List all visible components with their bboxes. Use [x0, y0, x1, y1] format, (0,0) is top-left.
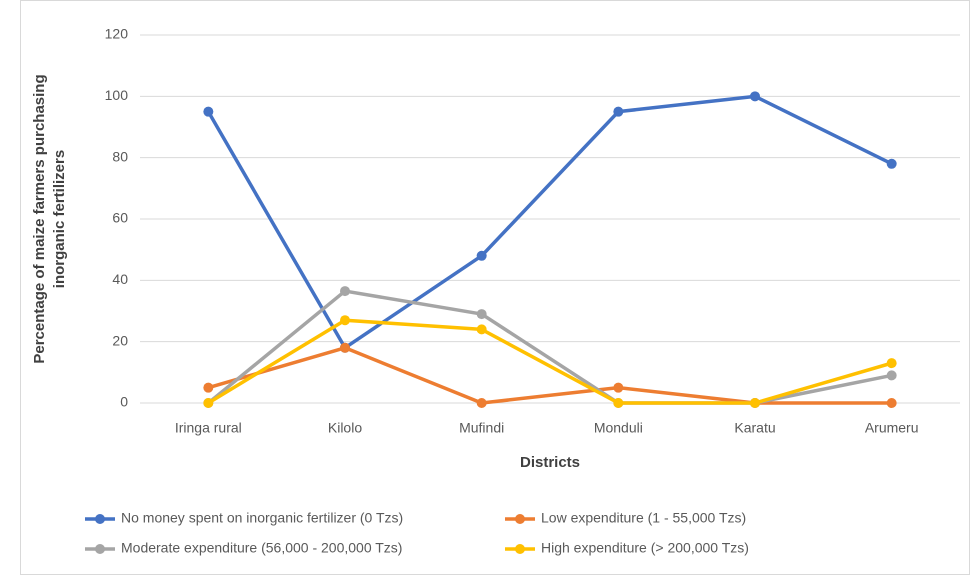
data-point — [886, 158, 897, 169]
x-axis-title: Districts — [520, 454, 580, 471]
y-tick-label: 40 — [112, 271, 128, 287]
data-point — [613, 106, 624, 117]
x-tick-label: Iringa rural — [175, 420, 242, 436]
data-point — [886, 398, 897, 408]
data-point — [476, 250, 487, 261]
x-tick-label: Kilolo — [328, 420, 362, 436]
data-point — [340, 342, 350, 353]
data-point — [476, 324, 487, 335]
data-point — [476, 309, 487, 320]
legend-label: Moderate expenditure (56,000 - 200,000 T… — [121, 540, 402, 556]
legend-swatch-marker — [515, 514, 525, 524]
data-point — [886, 358, 897, 369]
y-tick-label: 60 — [112, 210, 128, 226]
legend-swatch-marker — [95, 544, 105, 554]
series-line — [207, 318, 893, 405]
data-point — [750, 91, 760, 102]
legend-item: No money spent on inorganic fertilizer (… — [85, 510, 403, 526]
y-tick-label: 0 — [120, 394, 128, 410]
x-tick-label: Arumeru — [865, 420, 919, 436]
data-point — [203, 398, 214, 408]
y-tick-label: 100 — [105, 87, 129, 103]
series-line — [207, 346, 892, 405]
data-point — [886, 370, 897, 381]
legend-item: Moderate expenditure (56,000 - 200,000 T… — [85, 540, 402, 556]
data-point — [476, 398, 487, 408]
y-tick-label: 120 — [105, 26, 129, 42]
chart-frame — [20, 0, 970, 575]
x-tick-label: Mufindi — [459, 420, 504, 436]
x-tick-label: Monduli — [594, 420, 643, 436]
legend-label: Low expenditure (1 - 55,000 Tzs) — [541, 510, 746, 526]
y-tick-label: 20 — [112, 332, 128, 348]
series-line — [207, 289, 893, 405]
data-point — [340, 315, 350, 326]
data-point — [613, 398, 624, 408]
legend-label: No money spent on inorganic fertilizer (… — [121, 510, 403, 526]
legend-label: High expenditure (> 200,000 Tzs) — [541, 540, 749, 556]
legend-swatch-marker — [515, 544, 525, 554]
data-point — [203, 382, 214, 393]
data-point — [203, 106, 214, 117]
legend-item: High expenditure (> 200,000 Tzs) — [505, 540, 749, 556]
legend-swatch-marker — [95, 514, 105, 524]
data-point — [750, 398, 760, 408]
y-axis-title: Percentage of maize farmers purchasing in… — [31, 74, 68, 363]
data-point — [340, 286, 350, 297]
data-point — [613, 382, 624, 393]
legend-item: Low expenditure (1 - 55,000 Tzs) — [505, 510, 746, 526]
y-tick-label: 80 — [112, 148, 128, 164]
x-tick-label: Karatu — [734, 420, 775, 436]
